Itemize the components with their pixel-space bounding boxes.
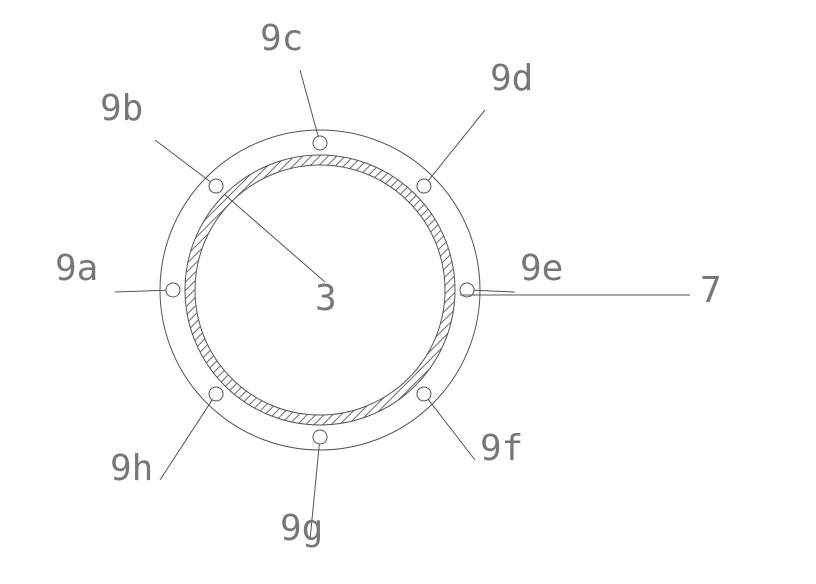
hole-label: 9g (280, 508, 323, 549)
hole-label: 9f (480, 428, 523, 469)
leader-line (160, 400, 212, 480)
leader-line (428, 399, 475, 460)
hole-label: 9d (490, 58, 533, 99)
bolt-hole (313, 136, 327, 150)
bolt-hole (417, 179, 431, 193)
bolt-hole (209, 179, 223, 193)
hole-label: 9c (260, 18, 303, 59)
bolt-hole (166, 283, 180, 297)
hole-label: 9b (100, 88, 143, 129)
bolt-hole (209, 387, 223, 401)
hole-label: 9a (55, 248, 98, 289)
hole-label: 9h (110, 448, 153, 489)
leader-line (300, 70, 318, 136)
center-label: 3 (315, 278, 337, 319)
bolt-hole (313, 430, 327, 444)
leader-line (155, 140, 210, 182)
hole-label: 9e (520, 248, 563, 289)
leader-line (115, 290, 166, 292)
outer-label: 7 (700, 270, 722, 311)
center-leader-line (225, 195, 325, 282)
diagram-canvas: 9c 9d 9e 9f 9g 9h 9a 9b 3 7 (0, 0, 816, 584)
leader-line (428, 110, 485, 181)
bolt-hole (417, 387, 431, 401)
